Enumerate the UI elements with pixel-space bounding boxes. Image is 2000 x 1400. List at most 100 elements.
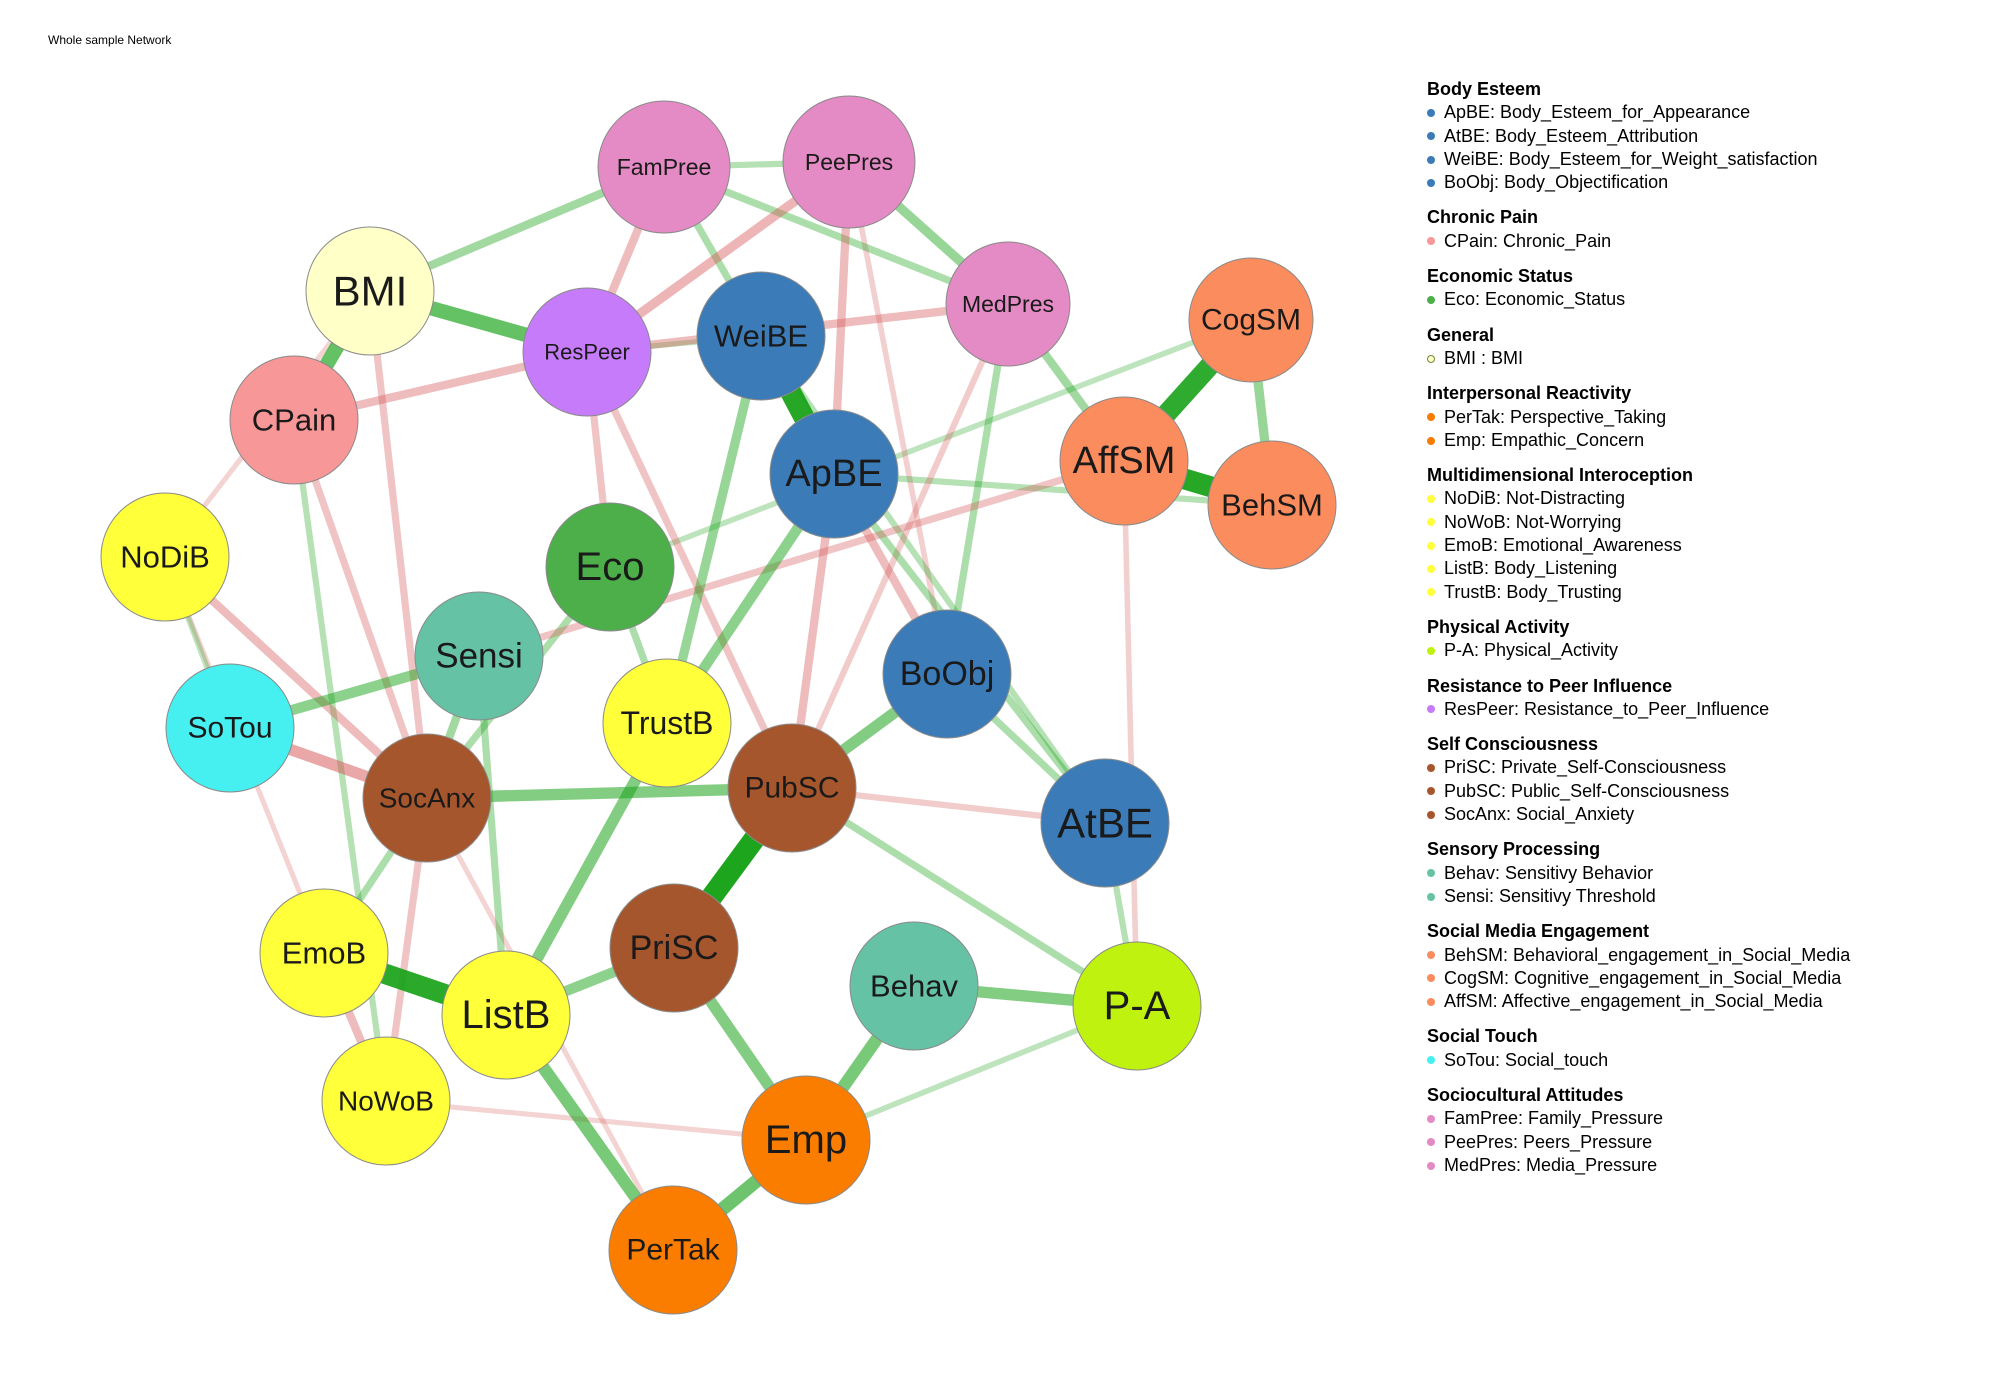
legend-color-dot <box>1427 810 1435 819</box>
legend-item: WeiBE: Body_Esteem_for_Weight_satisfacti… <box>1427 148 1850 171</box>
node-label-BehSM: BehSM <box>1221 488 1323 523</box>
edge-ResPeer-PubSC <box>583 350 796 790</box>
node-label-ResPeer: ResPeer <box>544 340 630 365</box>
legend-item-label: P-A: Physical_Activity <box>1444 640 1619 661</box>
legend-item-label: SocAnx: Social_Anxiety <box>1444 804 1635 825</box>
legend-item-label: PerTak: Perspective_Taking <box>1444 406 1667 427</box>
legend-item-label: SoTou: Social_touch <box>1444 1049 1609 1070</box>
node-ApBE: ApBE <box>769 409 899 539</box>
legend-item-label: Emp: Empathic_Concern <box>1444 429 1645 450</box>
legend-item-label: PriSC: Private_Self-Consciousness <box>1444 757 1727 778</box>
legend-color-dot <box>1427 413 1435 422</box>
node-label-EmoB: EmoB <box>282 936 366 971</box>
legend-group: Multidimensional Interoception NoDiB: Not… <box>1427 464 1850 604</box>
legend-item-label: WeiBE: Body_Esteem_for_Weight_satisfacti… <box>1444 148 1818 169</box>
legend-color-dot <box>1427 997 1435 1006</box>
legend-group-title: Social Media Engagement <box>1427 921 1650 942</box>
edge-PubSC-P-A <box>790 784 1139 1010</box>
network-graph: FamPree PeePres MedPres BMI ResPeer WeiBE CogS… <box>100 95 1337 1315</box>
node-circle-SoTou <box>165 663 295 793</box>
node-NoDiB: NoDiB <box>100 492 230 622</box>
node-label-MedPres: MedPres <box>962 291 1054 317</box>
node-circle-WeiBE <box>696 271 826 401</box>
node-circle-CPain <box>229 355 359 485</box>
node-label-PriSC: PriSC <box>630 929 719 967</box>
node-label-CPain: CPain <box>252 403 336 438</box>
legend-group: Social Touch SoTou: Social_touch <box>1427 1025 1850 1072</box>
node-circle-NoWoB <box>321 1036 451 1166</box>
legend-item: Eco: Economic_Status <box>1427 288 1850 311</box>
edge-CPain-SocAnx <box>290 418 431 800</box>
legend-item: TrustB: Body_Trusting <box>1427 581 1850 604</box>
node-label-P-A: P-A <box>1104 984 1171 1028</box>
legend-group-title: General <box>1427 324 1495 345</box>
legend-group-title: Multidimensional Interoception <box>1427 465 1694 486</box>
legend-color-dot <box>1427 495 1435 504</box>
legend-item-label: Eco: Economic_Status <box>1444 289 1626 310</box>
legend-group-title: Sociocultural Attitudes <box>1427 1084 1624 1105</box>
edge-CogSM-Eco <box>608 317 1253 570</box>
legend-item-label: ListB: Body_Listening <box>1444 558 1618 579</box>
node-TrustB: TrustB <box>602 658 732 788</box>
node-label-NoWoB: NoWoB <box>338 1086 434 1117</box>
node-label-WeiBE: WeiBE <box>714 319 808 354</box>
node-label-PubSC: PubSC <box>744 772 839 805</box>
legend-color-dot <box>1427 892 1435 901</box>
legend-item: AtBE: Body_Esteem_Attribution <box>1427 125 1850 148</box>
node-label-ListB: ListB <box>462 993 551 1037</box>
legend-item: P-A: Physical_Activity <box>1427 639 1850 662</box>
node-EmoB: EmoB <box>259 888 389 1018</box>
node-MedPres: MedPres <box>945 241 1071 367</box>
legend-item: MedPres: Media_Pressure <box>1427 1154 1850 1177</box>
legend-group: Social Media Engagement BehSM: Behavioral… <box>1427 920 1850 1013</box>
node-label-NoDiB: NoDiB <box>120 540 210 575</box>
node-label-AtBE: AtBE <box>1057 800 1153 847</box>
legend-item: Behav: Sensitivy Behavior <box>1427 862 1850 885</box>
node-label-TrustB: TrustB <box>620 705 713 741</box>
legend-item-label: PubSC: Public_Self-Consciousness <box>1444 780 1730 801</box>
legend-group: Body Esteem ApBE: Body_Esteem_for_Appeara… <box>1427 78 1850 194</box>
node-Sensi: Sensi <box>414 591 544 721</box>
legend-color-dot <box>1427 974 1435 983</box>
node-circle-FamPree <box>597 100 731 234</box>
legend-item: BMI : BMI <box>1427 347 1850 370</box>
legend-item: NoDiB: Not-Distracting <box>1427 487 1850 510</box>
legend-color-dot <box>1427 296 1435 305</box>
legend-item-label: AffSM: Affective_engagement_in_Social_Me… <box>1444 991 1823 1012</box>
network-title: Whole sample Network <box>48 33 172 47</box>
legend-color-dot <box>1427 787 1435 796</box>
legend-color-dot <box>1427 869 1435 878</box>
legend-color-dot <box>1427 1056 1435 1065</box>
node-CogSM: CogSM <box>1188 257 1314 383</box>
legend-item: ListB: Body_Listening <box>1427 557 1850 580</box>
node-BMI: BMI <box>305 226 435 356</box>
legend-color-dot <box>1427 541 1435 550</box>
node-SoTou: SoTou <box>165 663 295 793</box>
legend-group-title: Social Touch <box>1427 1026 1538 1047</box>
node-label-Sensi: Sensi <box>435 637 523 676</box>
node-label-AffSM: AffSM <box>1073 440 1176 482</box>
legend-item-label: ResPeer: Resistance_to_Peer_Influence <box>1444 698 1770 719</box>
legend-group: Sociocultural Attitudes FamPree: Family_P… <box>1427 1084 1850 1177</box>
legend-group: Interpersonal Reactivity PerTak: Perspect… <box>1427 382 1850 452</box>
legend-group: Self Consciousness PriSC: Private_Self-Co… <box>1427 733 1850 826</box>
node-BehSM: BehSM <box>1207 440 1337 570</box>
edge-NoWoB-Emp <box>385 1098 807 1143</box>
legend-group: Resistance to Peer Influence ResPeer: Res… <box>1427 675 1850 722</box>
node-label-SocAnx: SocAnx <box>379 783 476 814</box>
node-circle-PriSC <box>609 883 739 1013</box>
legend-item: CPain: Chronic_Pain <box>1427 230 1850 253</box>
legend-color-dot <box>1427 1138 1435 1147</box>
legend-color-dot <box>1427 518 1435 527</box>
node-circle-ApBE <box>769 409 899 539</box>
node-circle-Emp <box>741 1075 871 1205</box>
legend-item-label: BehSM: Behavioral_engagement_in_Social_M… <box>1444 944 1851 965</box>
node-label-BoObj: BoObj <box>900 655 995 693</box>
legend-item: PerTak: Perspective_Taking <box>1427 406 1850 429</box>
node-circle-Behav <box>849 921 979 1051</box>
legend-group-title: Body Esteem <box>1427 79 1542 99</box>
legend-color-dot <box>1427 178 1435 187</box>
node-circle-BMI <box>305 226 435 356</box>
legend-item-label: NoWoB: Not-Worrying <box>1444 511 1622 532</box>
node-circle-Eco <box>545 502 675 632</box>
